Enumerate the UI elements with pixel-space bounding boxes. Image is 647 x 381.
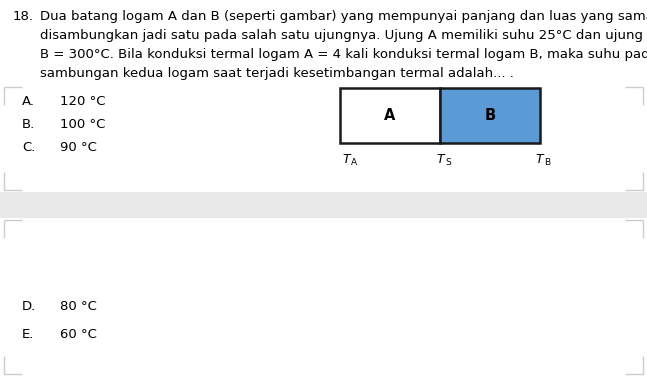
Bar [440, 88, 540, 143]
Text: A.: A. [22, 95, 35, 108]
Text: A: A [384, 108, 396, 123]
Text: S: S [445, 158, 451, 167]
Text: B.: B. [22, 118, 35, 131]
Text: B = 300°C. Bila konduksi termal logam A = 4 kali konduksi termal logam B, maka s: B = 300°C. Bila konduksi termal logam A … [40, 48, 647, 61]
Text: T: T [342, 153, 349, 166]
Text: Dua batang logam A dan B (seperti gambar) yang mempunyai panjang dan luas yang s: Dua batang logam A dan B (seperti gambar… [40, 10, 647, 23]
Text: 80 °C: 80 °C [60, 300, 97, 313]
Text: 60 °C: 60 °C [60, 328, 97, 341]
Text: C.: C. [22, 141, 36, 154]
Text: E.: E. [22, 328, 34, 341]
Bar [0, 192, 647, 218]
Text: disambungkan jadi satu pada salah satu ujungnya. Ujung A memiliki suhu 25°C dan : disambungkan jadi satu pada salah satu u… [40, 29, 643, 42]
Text: 90 °C: 90 °C [60, 141, 97, 154]
Text: B: B [544, 158, 550, 167]
Text: A: A [351, 158, 357, 167]
Text: B: B [485, 108, 496, 123]
Text: sambungan kedua logam saat terjadi kesetimbangan termal adalah... .: sambungan kedua logam saat terjadi keset… [40, 67, 514, 80]
Text: T: T [436, 153, 444, 166]
Text: 100 °C: 100 °C [60, 118, 105, 131]
Text: 120 °C: 120 °C [60, 95, 105, 108]
Text: D.: D. [22, 300, 36, 313]
Text: 18.: 18. [13, 10, 34, 23]
Text: T: T [535, 153, 543, 166]
Bar [340, 88, 440, 143]
